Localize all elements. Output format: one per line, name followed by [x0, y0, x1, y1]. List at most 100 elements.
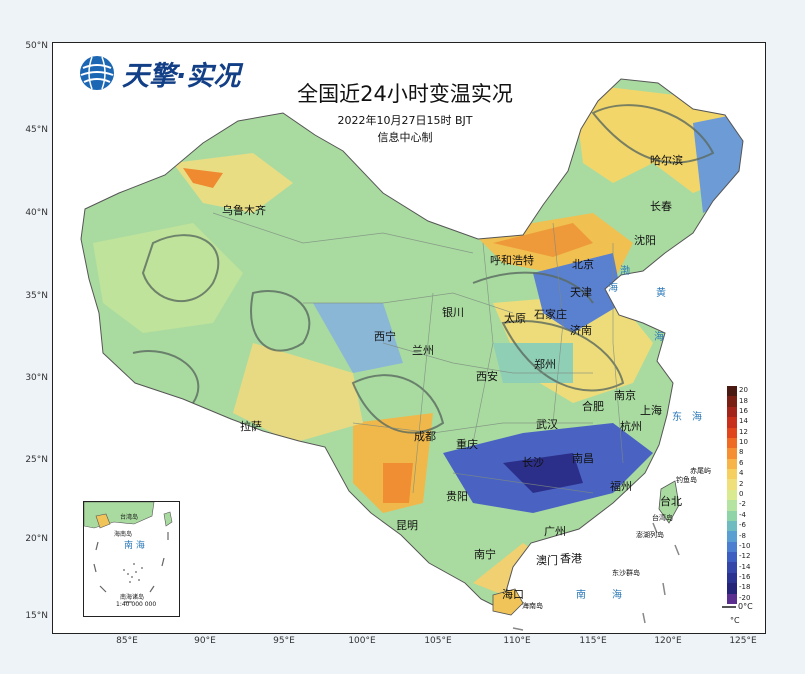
city-label-zhengzhou: 郑州 [534, 358, 556, 371]
inset-label-hainan: 海南岛 [114, 531, 133, 538]
city-label-wulumuqi: 乌鲁木齐 [222, 204, 266, 217]
logo-text: 天擎·实况 [122, 61, 241, 92]
city-label-lanzhou: 兰州 [412, 344, 434, 357]
lon-tick-90: 90°E [194, 636, 216, 646]
sea-label-dong-2: 海 [692, 412, 702, 423]
inset-label-nanhai: 南 海 [124, 541, 145, 551]
lat-tick-25: 25°N [25, 455, 48, 465]
lon-tick-110: 110°E [503, 636, 531, 646]
colorbar-tick-label: 4 [739, 469, 744, 478]
inset-map [84, 502, 179, 616]
colorbar-swatch [727, 593, 737, 605]
city-label-nanchang: 南昌 [572, 452, 594, 465]
lon-tick-120: 120°E [654, 636, 682, 646]
colorbar-swatch [727, 552, 737, 563]
sea-label-bohai: 渤 [620, 266, 630, 277]
colorbar-unit: °C [730, 616, 740, 625]
city-label-tianjin: 天津 [570, 286, 592, 299]
colorbar-swatch [727, 448, 737, 460]
island-label-taiwan-dao: 台湾岛 [652, 514, 673, 522]
island-label-dongsha: 东沙群岛 [612, 569, 640, 577]
island-label-hainan-dao: 海南岛 [522, 602, 543, 610]
lat-tick-30: 30°N [25, 373, 48, 383]
temperature-change-map [80, 78, 744, 631]
sea-label-bohai-2: 海 [608, 283, 618, 294]
city-label-xian: 西安 [476, 370, 498, 383]
colorbar-swatch [727, 583, 737, 595]
lon-tick-115: 115°E [579, 636, 607, 646]
inset-label-scale: 1:40 000 000 [116, 601, 157, 608]
colorbar [727, 386, 737, 605]
colorbar-tick-label: -20 [739, 593, 751, 602]
city-label-changchun: 长春 [650, 200, 672, 213]
city-label-jinan: 济南 [570, 324, 592, 337]
city-label-shanghai: 上海 [640, 404, 662, 417]
colorbar-swatch [727, 531, 737, 543]
sea-label-huang-2: 海 [654, 332, 664, 343]
colorbar-swatch [727, 562, 737, 574]
city-label-nanning: 南宁 [474, 548, 496, 561]
colorbar-tick-label: -6 [739, 521, 746, 530]
colorbar-tick-label: -14 [739, 562, 751, 571]
colorbar-swatch [727, 396, 737, 408]
island-label-diaoyu: 钓鱼岛 [676, 476, 697, 484]
city-label-kunming: 昆明 [396, 519, 418, 532]
zero-line-swatch [722, 606, 736, 608]
colorbar-tick-label: 0 [739, 490, 744, 498]
lat-tick-20: 20°N [25, 534, 48, 544]
zero-line-label: 0°C [738, 602, 753, 611]
colorbar-swatch [727, 417, 737, 429]
city-label-huhehaote: 呼和浩特 [490, 254, 534, 267]
city-label-haikou: 海口 [502, 588, 524, 601]
lat-tick-15: 15°N [25, 611, 48, 621]
logo: 天擎·实况 [78, 52, 268, 94]
island-label-penghu: 澎湖列岛 [636, 531, 664, 539]
sea-label-dong: 东 [672, 412, 682, 423]
map-frame [52, 42, 766, 634]
city-label-guangzhou: 广州 [544, 525, 566, 538]
city-label-taiyuan: 太原 [504, 312, 526, 325]
city-label-taibei: 台北 [660, 495, 682, 508]
colorbar-swatch [727, 469, 737, 480]
colorbar-swatch [727, 572, 737, 584]
colorbar-tick-label: 10 [739, 438, 748, 447]
colorbar-swatch [727, 489, 737, 501]
colorbar-tick-label: 16 [739, 406, 748, 415]
city-label-shijiazhuang: 石家庄 [534, 308, 567, 321]
colorbar-tick-label: -16 [739, 573, 751, 582]
colorbar-swatch [727, 406, 737, 418]
city-label-beijing: 北京 [572, 258, 594, 271]
lat-tick-45: 45°N [25, 125, 48, 135]
sea-label-nan: 南 [576, 590, 586, 601]
colorbar-tick-label: -18 [739, 583, 751, 592]
colorbar-swatch [727, 386, 737, 397]
colorbar-tick-label: 6 [739, 458, 744, 467]
colorbar-tick-label: 12 [739, 427, 748, 436]
colorbar-tick-label: -4 [739, 510, 746, 519]
colorbar-tick-label: 14 [739, 417, 748, 426]
lon-tick-105: 105°E [424, 636, 452, 646]
colorbar-swatch [727, 510, 737, 522]
colorbar-swatch [727, 458, 737, 470]
colorbar-tick-label: 8 [739, 448, 744, 457]
city-label-chengdu: 成都 [414, 430, 436, 443]
lat-tick-50: 50°N [25, 41, 48, 51]
lon-tick-100: 100°E [348, 636, 376, 646]
colorbar-swatch [727, 427, 737, 439]
colorbar-tick-label: -2 [739, 500, 746, 509]
colorbar-tick-label: 2 [739, 479, 744, 488]
colorbar-tick-label: -8 [739, 531, 746, 540]
colorbar-swatch [727, 520, 737, 532]
city-label-nanjing: 南京 [614, 389, 636, 402]
city-label-hangzhou: 杭州 [620, 420, 642, 433]
city-label-changsha: 长沙 [522, 456, 544, 469]
city-label-hefei: 合肥 [582, 400, 604, 413]
city-label-shenyang: 沈阳 [634, 234, 656, 247]
globe-icon [80, 56, 114, 90]
colorbar-swatch [727, 437, 737, 449]
lon-tick-125: 125°E [729, 636, 757, 646]
colorbar-swatch [727, 500, 737, 512]
city-label-xining: 西宁 [374, 330, 396, 343]
city-label-chongqing: 重庆 [456, 438, 478, 451]
sea-label-huang: 黄 [656, 288, 666, 299]
